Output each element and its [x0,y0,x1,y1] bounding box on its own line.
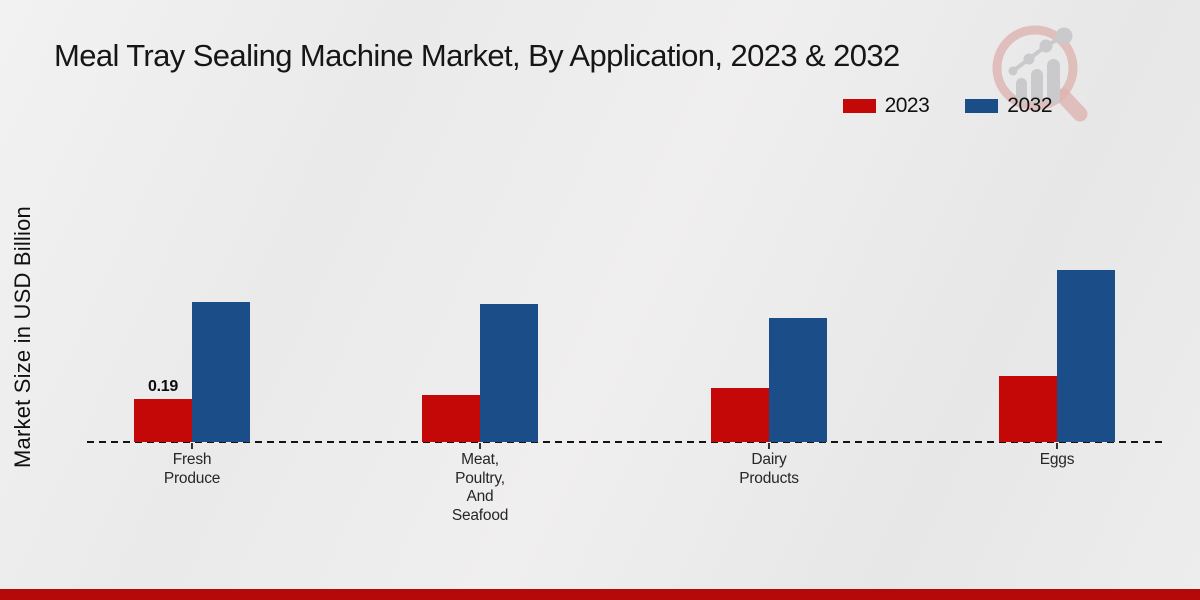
category-label-line: Dairy [751,451,787,468]
category-label-line: Poultry, [455,469,505,487]
bar-2032-fresh-produce [192,302,250,442]
bar-2023-meat-poultry-and-seafood [422,395,480,442]
axis-tick-meat-poultry-and-seafood [479,443,481,449]
magnifier-bar-chart-logo-icon [992,25,1088,122]
axis-tick-dairy-products [768,443,770,449]
axis-tick-fresh-produce [191,443,193,449]
category-label-line: And [466,488,494,505]
axis-tick-eggs [1056,443,1058,449]
category-label-line: Products [739,469,799,487]
chart-title: Meal Tray Sealing Machine Market, By App… [54,38,900,73]
category-label-fresh-produce: Fresh Produce [112,451,272,488]
x-axis-line [87,441,1163,443]
category-label-line: Produce [163,469,221,487]
bar-2023-eggs [999,376,1057,442]
legend-swatch-2023 [842,99,876,113]
category-label-dairy-products: Dairy Products [689,451,849,488]
category-label-line: Seafood [451,506,509,524]
legend-swatch-2032 [965,99,999,113]
category-label-line: Meat, [461,451,499,468]
legend-item-2023: 2023 [842,94,930,118]
category-label-eggs: Eggs [977,451,1137,470]
data-label-2023-fresh-produce: 0.19 [148,378,178,395]
footer-accent-bar [0,589,1200,600]
bar-2023-fresh-produce [134,399,192,442]
legend-label-2023: 2023 [884,94,930,117]
legend-item-2032: 2032 [965,94,1052,118]
bar-2032-dairy-products [769,318,827,442]
bar-2023-dairy-products [711,388,769,442]
bar-2032-meat-poultry-and-seafood [480,304,538,442]
bar-2032-eggs [1057,270,1115,442]
legend-label-2032: 2032 [1007,94,1052,117]
category-label-line: Eggs [1039,451,1075,468]
category-label-line: Fresh [172,451,212,468]
legend: 2023 2032 [842,94,1052,118]
category-label-meat-poultry-and-seafood: Meat, Poultry, And Seafood [400,451,560,525]
